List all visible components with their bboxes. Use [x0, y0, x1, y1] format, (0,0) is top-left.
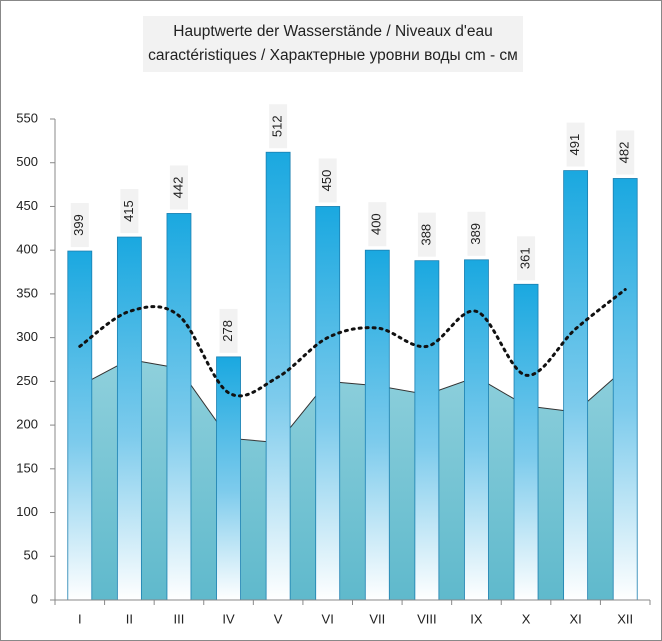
value-label: 491 [567, 134, 582, 156]
value-label: 442 [170, 177, 185, 199]
value-label-bg [169, 165, 188, 210]
y-tick-label: 550 [16, 110, 38, 125]
bar [364, 249, 390, 601]
y-tick-label: 500 [16, 154, 38, 169]
x-tick-label: VIII [417, 611, 437, 626]
bar [563, 170, 589, 601]
y-tick-label: 0 [31, 591, 38, 606]
y-tick-label: 400 [16, 242, 38, 257]
value-label: 400 [369, 213, 384, 235]
value-label-bg [269, 104, 288, 149]
value-label: 388 [418, 224, 433, 246]
value-label-bg [417, 212, 436, 257]
chart-title: Hauptwerte der Wasserstände / Niveaux d'… [143, 16, 523, 72]
y-tick-label: 100 [16, 504, 38, 519]
x-tick-label: VII [369, 611, 385, 626]
bar [414, 260, 440, 601]
x-tick-label: IV [222, 611, 235, 626]
x-tick-label: VI [322, 611, 334, 626]
bar [513, 283, 539, 601]
x-tick-label: XI [569, 611, 581, 626]
x-tick-label: IX [470, 611, 483, 626]
x-tick-label: I [78, 611, 82, 626]
x-tick-label: II [126, 611, 133, 626]
value-label-bg [616, 130, 635, 175]
y-tick-label: 300 [16, 329, 38, 344]
value-label-bg [368, 202, 387, 247]
y-tick-label: 50 [24, 548, 38, 563]
value-label: 415 [121, 200, 136, 222]
x-tick-label: V [274, 611, 283, 626]
y-tick-label: 250 [16, 373, 38, 388]
y-tick-label: 200 [16, 417, 38, 432]
bar [315, 206, 341, 601]
value-label-bg [70, 203, 89, 248]
value-label-bg [318, 158, 337, 203]
value-label-bg [517, 236, 536, 281]
y-tick-label: 150 [16, 460, 38, 475]
x-tick-label: X [522, 611, 531, 626]
bar [166, 213, 192, 601]
bar [67, 250, 93, 601]
value-label-bg [120, 189, 139, 234]
value-label-bg [219, 308, 238, 353]
value-label: 512 [270, 115, 285, 137]
bar [216, 356, 241, 601]
bar [116, 236, 142, 601]
value-label: 482 [617, 142, 632, 164]
value-label: 450 [319, 170, 334, 192]
bar [612, 178, 638, 601]
value-label: 361 [517, 247, 532, 269]
x-tick-label: XII [617, 611, 633, 626]
y-tick-label: 350 [16, 285, 38, 300]
value-label-bg [566, 122, 585, 167]
dotted-line [78, 288, 627, 398]
y-tick-label: 450 [16, 198, 38, 213]
area [79, 358, 626, 601]
value-label: 389 [468, 223, 483, 245]
x-tick-label: III [174, 611, 185, 626]
value-label: 399 [71, 214, 86, 236]
bar [464, 259, 489, 601]
value-label: 278 [220, 320, 235, 342]
value-label-bg [467, 211, 486, 256]
